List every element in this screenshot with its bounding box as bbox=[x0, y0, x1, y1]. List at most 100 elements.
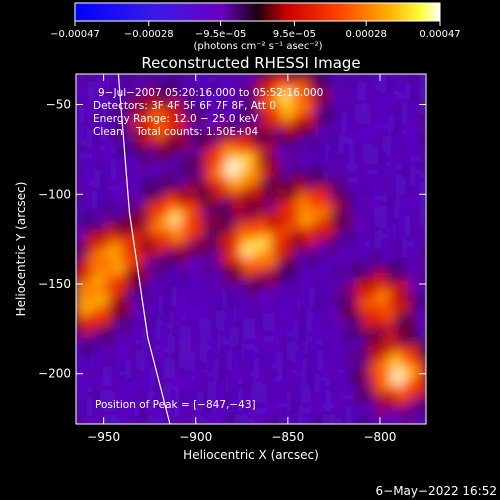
heatmap-cell bbox=[306, 233, 316, 242]
heatmap-cell bbox=[322, 400, 332, 409]
heatmap-cell bbox=[76, 336, 85, 346]
heatmap-cell bbox=[83, 201, 93, 210]
heatmap-cell bbox=[362, 193, 371, 202]
heatmap-cell bbox=[378, 137, 387, 147]
heatmap-cell bbox=[219, 320, 228, 330]
heatmap-cell bbox=[290, 233, 300, 242]
heatmap-cell bbox=[354, 272, 363, 282]
heatmap-cell bbox=[251, 105, 260, 115]
heatmap-cell bbox=[282, 288, 292, 298]
heatmap-cell bbox=[418, 408, 426, 417]
heatmap-cell bbox=[147, 241, 157, 250]
heatmap-cell bbox=[418, 344, 426, 354]
heatmap-cell bbox=[362, 416, 371, 424]
heatmap-cell bbox=[76, 145, 85, 155]
heatmap-cell bbox=[115, 201, 125, 210]
heatmap-cell bbox=[131, 400, 141, 409]
heatmap-cell bbox=[99, 225, 109, 234]
heatmap-cell bbox=[418, 153, 426, 163]
heatmap-cell bbox=[386, 296, 395, 306]
heatmap-cell bbox=[195, 296, 204, 306]
heatmap-cell bbox=[282, 137, 292, 147]
heatmap-cell bbox=[330, 416, 340, 424]
heatmap-cell bbox=[402, 264, 411, 274]
heatmap-cell bbox=[330, 376, 340, 385]
heatmap-cell bbox=[155, 177, 165, 186]
heatmap-cell bbox=[306, 392, 316, 401]
heatmap-cell bbox=[346, 113, 356, 123]
heatmap-cell bbox=[354, 185, 363, 194]
heatmap-cell bbox=[251, 145, 260, 155]
heatmap-cell bbox=[362, 280, 371, 290]
heatmap-cell bbox=[274, 81, 284, 91]
heatmap-cell bbox=[410, 352, 419, 361]
heatmap-cell bbox=[203, 256, 212, 266]
heatmap-cell bbox=[251, 336, 260, 346]
heatmap-cell bbox=[227, 344, 236, 354]
heatmap-cell bbox=[330, 280, 340, 290]
heatmap-cell bbox=[203, 153, 212, 163]
heatmap-cell bbox=[195, 153, 204, 163]
heatmap-cell bbox=[203, 105, 212, 115]
heatmap-cell bbox=[131, 264, 141, 274]
heatmap-cell bbox=[227, 201, 236, 210]
heatmap-cell bbox=[235, 408, 244, 417]
heatmap-cell bbox=[91, 344, 101, 354]
heatmap-cell bbox=[394, 209, 403, 218]
heatmap-cell bbox=[203, 161, 212, 171]
heatmap-cell bbox=[338, 217, 348, 226]
heatmap-cell bbox=[107, 169, 117, 179]
heatmap-cell bbox=[91, 74, 101, 83]
heatmap-cell bbox=[155, 217, 165, 226]
heatmap-cell bbox=[91, 288, 101, 298]
heatmap-cell bbox=[83, 344, 93, 354]
annotation-clean-counts: Clean Total counts: 1.50E+04 bbox=[93, 126, 258, 138]
colorbar-tick-label: 0.00047 bbox=[419, 29, 460, 40]
heatmap-cell bbox=[235, 81, 244, 91]
heatmap-cell bbox=[290, 280, 300, 290]
heatmap-cell bbox=[314, 336, 324, 346]
heatmap-cell bbox=[227, 137, 236, 147]
heatmap-cell bbox=[171, 416, 181, 424]
heatmap-cell bbox=[243, 74, 252, 83]
heatmap-cell bbox=[163, 320, 173, 330]
heatmap-cell bbox=[219, 344, 228, 354]
heatmap-cell bbox=[378, 233, 387, 242]
heatmap-cell bbox=[298, 121, 308, 131]
heatmap-cell bbox=[115, 241, 125, 250]
heatmap-cell bbox=[211, 161, 220, 171]
heatmap-cell bbox=[378, 336, 387, 346]
heatmap-cell bbox=[131, 145, 141, 155]
heatmap-cell bbox=[258, 352, 268, 361]
heatmap-cell bbox=[251, 217, 260, 226]
heatmap-cell bbox=[378, 169, 387, 179]
heatmap-cell bbox=[131, 280, 141, 290]
heatmap-cell bbox=[346, 97, 356, 107]
heatmap-cell bbox=[195, 376, 204, 385]
heatmap-cell bbox=[227, 169, 236, 179]
heatmap-cell bbox=[282, 129, 292, 139]
heatmap-cell bbox=[362, 153, 371, 163]
heatmap-cell bbox=[107, 304, 117, 314]
heatmap-cell bbox=[203, 129, 212, 139]
heatmap-cell bbox=[195, 400, 204, 409]
heatmap-cell bbox=[266, 360, 276, 369]
heatmap-cell bbox=[243, 328, 252, 338]
heatmap-cell bbox=[99, 121, 109, 131]
heatmap-cell bbox=[107, 201, 117, 210]
heatmap-cell bbox=[306, 201, 316, 210]
heatmap-cell bbox=[354, 320, 363, 330]
heatmap-cell bbox=[179, 280, 188, 290]
heatmap-cell bbox=[338, 256, 348, 266]
heatmap-cell bbox=[155, 81, 165, 91]
heatmap-cell bbox=[155, 416, 165, 424]
heatmap-cell bbox=[282, 416, 292, 424]
heatmap-cell bbox=[258, 344, 268, 354]
heatmap-cell bbox=[123, 177, 133, 186]
heatmap-cell bbox=[83, 241, 93, 250]
heatmap-cell bbox=[179, 113, 188, 123]
heatmap-cell bbox=[179, 328, 188, 338]
heatmap-cell bbox=[354, 336, 363, 346]
heatmap-cell bbox=[258, 74, 268, 83]
heatmap-cell bbox=[322, 201, 332, 210]
